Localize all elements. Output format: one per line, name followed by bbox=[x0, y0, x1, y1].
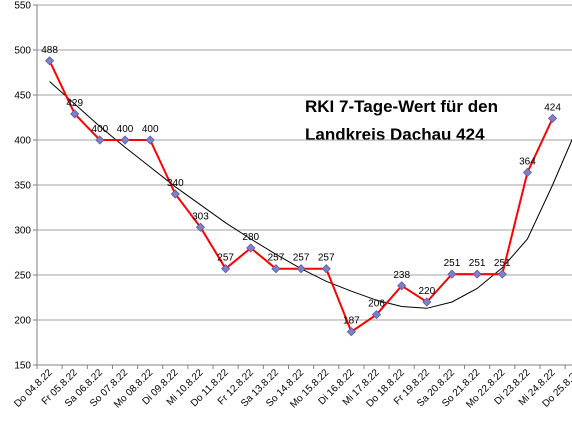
data-marker bbox=[422, 297, 432, 307]
data-marker bbox=[346, 327, 356, 337]
data-label: 238 bbox=[393, 270, 410, 281]
data-marker bbox=[195, 222, 206, 232]
data-marker bbox=[246, 243, 256, 253]
y-tick-label: 450 bbox=[14, 91, 31, 102]
y-tick-label: 150 bbox=[14, 361, 31, 372]
data-marker bbox=[145, 135, 155, 145]
data-label: 400 bbox=[117, 124, 134, 135]
data-marker bbox=[221, 264, 231, 274]
data-label: 488 bbox=[41, 45, 58, 56]
data-label: 220 bbox=[418, 286, 435, 297]
chart-title-line: RKI 7-Tage-Wert für den bbox=[305, 97, 498, 116]
data-marker bbox=[70, 109, 80, 119]
data-marker bbox=[45, 56, 55, 66]
data-label: 206 bbox=[368, 299, 385, 310]
data-label: 400 bbox=[142, 124, 159, 135]
data-label: 257 bbox=[293, 253, 310, 264]
y-tick-label: 500 bbox=[14, 46, 31, 57]
data-label: 251 bbox=[469, 258, 486, 269]
y-tick-label: 300 bbox=[14, 226, 31, 237]
data-marker bbox=[271, 264, 281, 274]
data-marker bbox=[296, 264, 306, 274]
data-marker bbox=[170, 189, 180, 199]
data-label: 280 bbox=[242, 232, 259, 243]
data-label: 187 bbox=[343, 316, 360, 327]
data-label: 251 bbox=[444, 258, 461, 269]
data-marker bbox=[120, 135, 130, 145]
trend-line bbox=[49, 81, 572, 309]
y-tick-label: 400 bbox=[14, 136, 31, 147]
data-label: 303 bbox=[192, 211, 209, 222]
data-marker bbox=[447, 269, 457, 279]
data-label: 424 bbox=[544, 102, 561, 113]
chart-title-line: Landkreis Dachau 424 bbox=[305, 125, 485, 144]
y-tick-label: 200 bbox=[14, 316, 31, 327]
data-marker bbox=[472, 269, 482, 279]
data-marker bbox=[522, 167, 532, 177]
data-label: 340 bbox=[167, 178, 184, 189]
data-marker bbox=[95, 135, 105, 145]
data-marker bbox=[371, 310, 382, 320]
data-label: 429 bbox=[66, 98, 83, 109]
data-marker bbox=[397, 281, 407, 291]
data-label: 257 bbox=[268, 253, 285, 264]
data-marker bbox=[497, 269, 507, 279]
y-tick-label: 350 bbox=[14, 181, 31, 192]
y-tick-label: 550 bbox=[14, 1, 31, 12]
data-label: 257 bbox=[318, 253, 335, 264]
data-label: 400 bbox=[92, 124, 109, 135]
data-label: 364 bbox=[519, 156, 536, 167]
y-tick-label: 250 bbox=[14, 271, 31, 282]
data-label: 251 bbox=[494, 258, 511, 269]
data-label: 257 bbox=[217, 253, 234, 264]
data-marker bbox=[548, 113, 558, 123]
data-marker bbox=[321, 264, 331, 274]
